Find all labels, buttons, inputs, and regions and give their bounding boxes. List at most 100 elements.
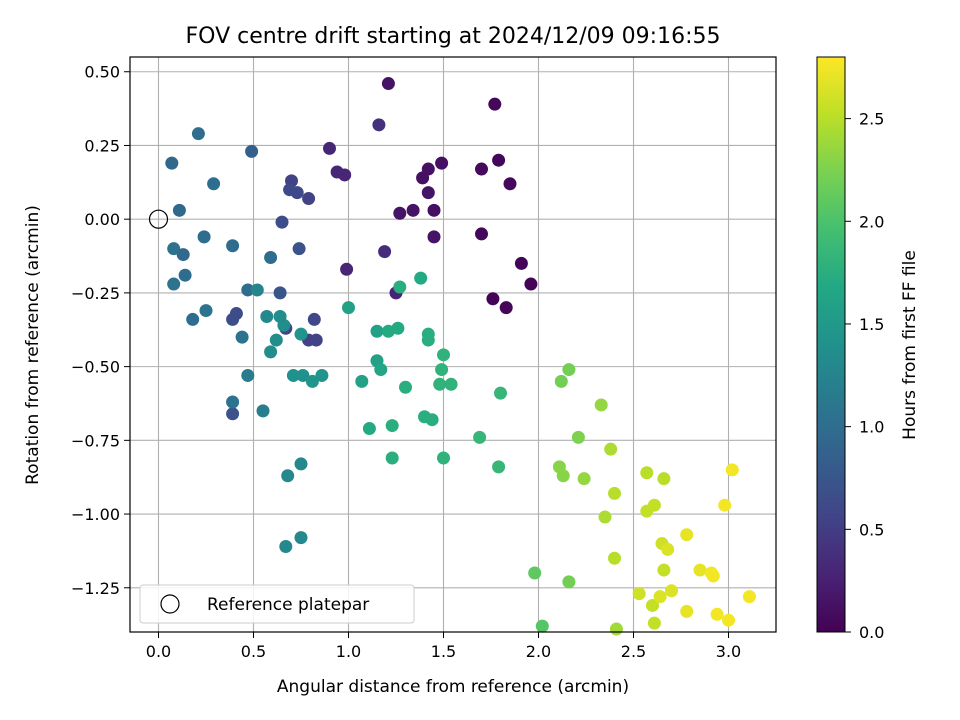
colorbar-label: Hours from first FF file [900,250,920,440]
data-point [241,368,255,382]
data-point [693,563,707,577]
y-tick-label: 0.50 [84,63,120,82]
x-tick-label: 1.5 [431,642,456,661]
data-point [340,262,354,276]
data-point [391,321,405,335]
data-point [273,286,287,300]
y-tick-label: −0.75 [71,431,120,450]
data-point [725,463,739,477]
data-point [296,368,310,382]
colorbar-tick-label: 2.5 [859,110,884,129]
data-point [503,177,517,191]
data-point [680,528,694,542]
y-tick-label: 0.00 [84,210,120,229]
data-point [191,127,205,141]
x-tick-label: 3.0 [716,642,741,661]
data-point [437,348,450,362]
legend: Reference platepar [139,584,415,624]
data-point [657,563,671,577]
data-point [362,422,376,436]
data-point [528,566,542,580]
data-point [286,368,300,382]
data-point [399,380,412,394]
data-point [571,430,585,444]
data-point [186,312,200,326]
data-point [608,551,621,565]
colorbar-tick-label: 2.0 [859,212,884,231]
data-point [647,498,661,512]
data-point [647,616,661,630]
plot-frame [129,56,777,633]
data-point [307,312,321,326]
data-point [264,251,278,265]
data-point [646,598,659,612]
data-point [473,430,487,444]
data-point [393,280,407,294]
x-tick-label: 0.0 [146,642,171,661]
data-point [594,398,608,412]
data-point [554,374,568,388]
data-point [290,186,304,200]
data-point [414,271,428,285]
data-point [372,118,386,132]
data-point [562,575,576,589]
data-point [421,333,435,347]
data-point [632,587,646,601]
data-point [710,607,724,621]
data-point [178,268,192,282]
data-point [292,242,306,256]
data-point [608,486,621,500]
data-point [492,460,506,474]
data-point [444,377,458,391]
data-point [302,192,316,206]
data-point [488,97,502,111]
legend-marker-reference [160,594,180,614]
data-point [294,457,308,471]
data-point [172,203,186,217]
data-point [640,466,654,480]
data-point [535,619,549,633]
colorbar: 0.0 0.5 1.0 1.5 2.0 2.5 Hours from first FF f… [816,56,920,642]
x-tick-label: 1.0 [336,642,361,661]
data-point [433,377,447,391]
data-point [378,245,392,259]
data-point [207,177,221,191]
data-point [665,584,678,598]
data-point [604,442,618,456]
x-tick-label: 0.5 [241,642,266,661]
data-point [437,451,450,465]
x-tick-label: 2.0 [526,642,551,661]
data-point [661,542,675,556]
data-point [226,239,240,253]
data-point [250,283,264,297]
data-point [370,324,384,338]
data-points [165,77,756,636]
data-point [416,171,430,185]
data-point [199,304,213,318]
data-point [235,330,249,344]
data-point [421,186,435,200]
data-point [718,498,732,512]
data-point [305,374,319,388]
grid-lines [130,57,776,632]
data-point [355,374,369,388]
data-point [176,248,190,262]
data-point [598,510,612,524]
data-point [167,242,181,256]
y-tick-label: −1.25 [71,579,120,598]
data-point [167,277,181,291]
data-point [279,539,293,553]
data-point [323,141,336,155]
data-point [556,469,570,483]
legend-box [139,584,415,624]
y-tick-label: −0.25 [71,284,120,303]
data-point [275,215,289,229]
x-axis-label: Angular distance from reference (arcmin) [277,677,629,697]
data-point [197,230,211,244]
data-point [722,613,735,627]
y-tick-label: 0.25 [84,136,120,155]
data-point [653,590,667,604]
data-point [680,604,694,618]
y-tick-label: −1.00 [71,505,120,524]
